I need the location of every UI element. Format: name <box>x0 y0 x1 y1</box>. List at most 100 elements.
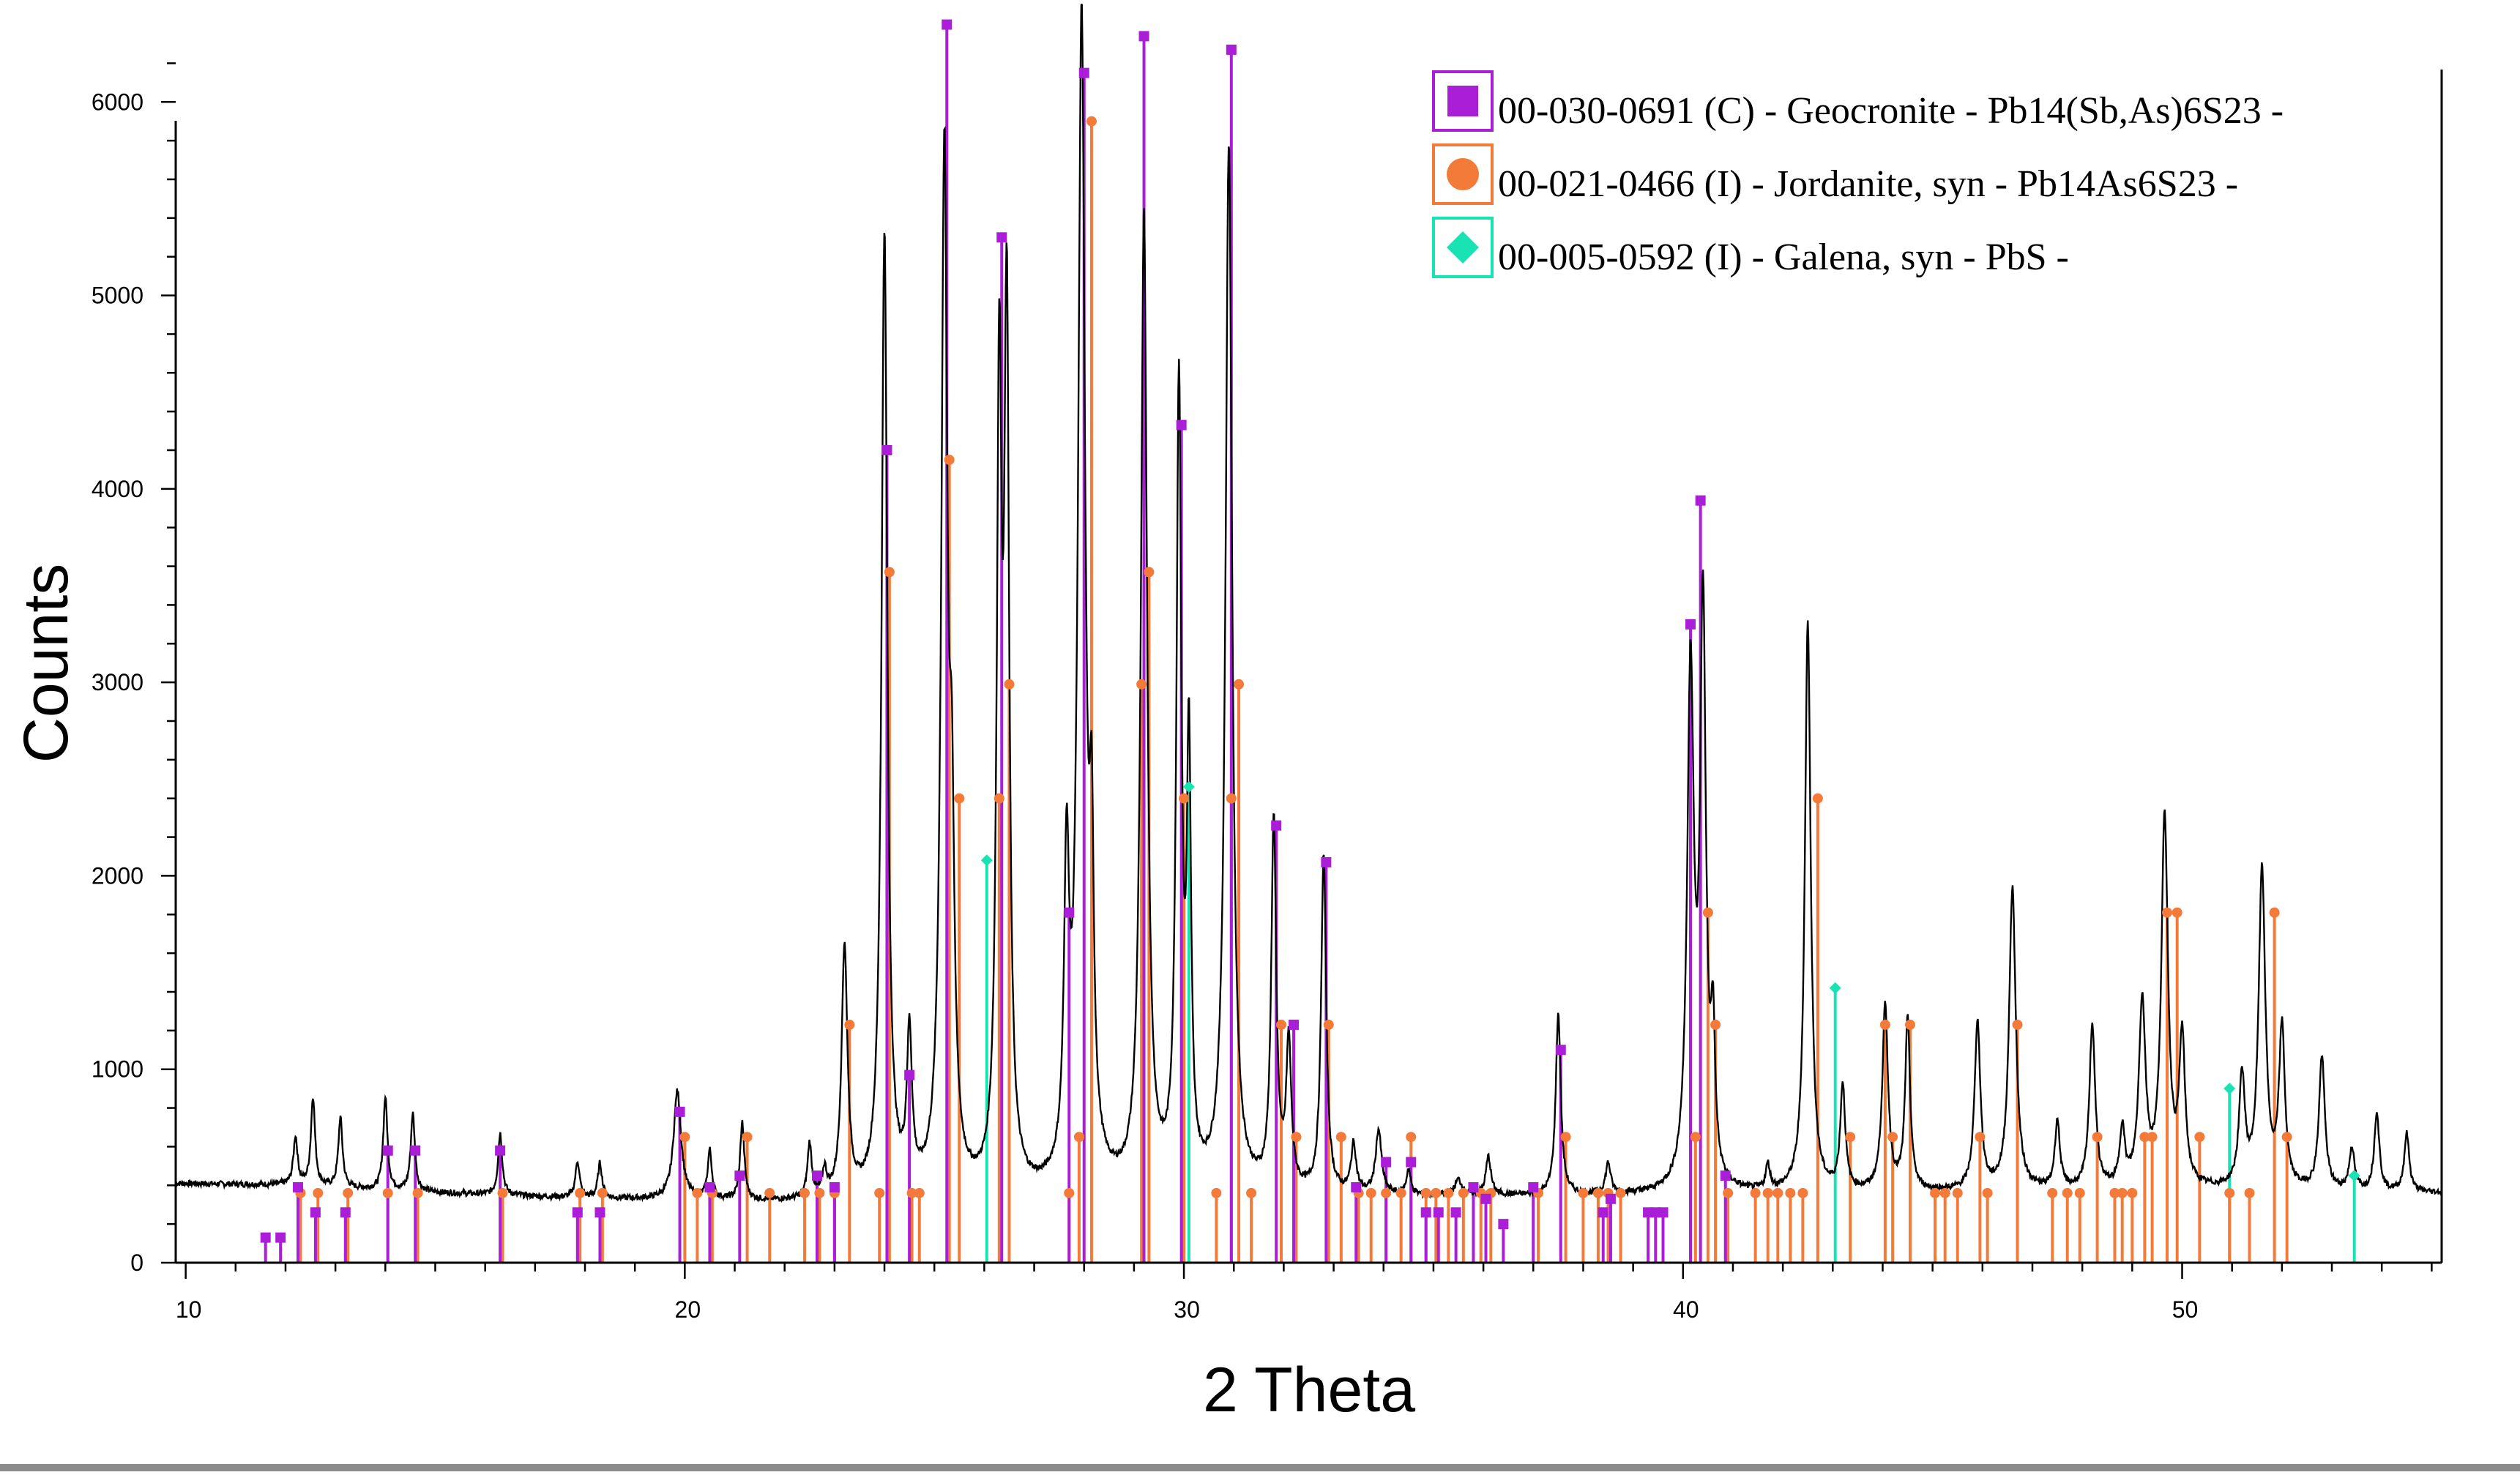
axes-layer: 0 1000 2000 3000 4000 5000 6000 10 20 30 40 50 <box>92 62 2443 1323</box>
measured-pattern-line <box>175 3 2442 1203</box>
galena-marker <box>1829 982 1841 994</box>
jordanite-marker <box>1560 1132 1571 1143</box>
geocronite-marker <box>1078 67 1089 78</box>
jordanite-marker <box>1797 1187 1808 1198</box>
jordanite-marker <box>1443 1187 1454 1198</box>
legend-entry-label: 00-030-0691 (C) - Geocronite - Pb14(Sb,A… <box>1498 90 2284 132</box>
jordanite-marker <box>884 567 895 578</box>
jordanite-marker <box>1879 1019 1890 1030</box>
geocronite-marker <box>572 1207 583 1218</box>
jordanite-marker <box>692 1187 703 1198</box>
y-tick-label: 4000 <box>92 476 143 502</box>
jordanite-marker <box>2172 907 2182 918</box>
jordanite-marker <box>799 1187 810 1198</box>
jordanite-marker <box>597 1187 608 1198</box>
jordanite-marker <box>2047 1187 2058 1198</box>
geocronite-marker <box>1605 1193 1616 1204</box>
geocronite-marker <box>1480 1193 1491 1204</box>
jordanite-marker <box>2074 1187 2085 1198</box>
jordanite-marker <box>382 1187 393 1198</box>
jordanite-marker <box>2092 1132 2103 1143</box>
legend-entry-label: 00-005-0592 (I) - Galena, syn - PbS - <box>1498 236 2069 278</box>
geocronite-marker <box>812 1170 823 1181</box>
geocronite-marker <box>1498 1219 1509 1230</box>
jordanite-marker <box>994 793 1004 804</box>
jordanite-marker <box>1136 679 1147 690</box>
y-axis-label: Counts <box>11 564 81 763</box>
legend-diamond-icon <box>1447 231 1479 264</box>
geocronite-marker <box>1528 1181 1539 1192</box>
jordanite-marker <box>1179 793 1190 804</box>
jordanite-marker <box>679 1132 690 1143</box>
legend-square-icon <box>1447 86 1478 116</box>
jordanite-marker <box>944 455 955 466</box>
reference-markers-layer <box>260 19 2360 1243</box>
jordanite-marker <box>1458 1187 1469 1198</box>
jordanite-marker <box>343 1187 354 1198</box>
jordanite-marker <box>1887 1132 1898 1143</box>
geocronite-marker <box>1658 1207 1669 1218</box>
geocronite-marker <box>340 1207 351 1218</box>
jordanite-marker <box>1064 1187 1075 1198</box>
geocronite-marker <box>1321 856 1332 867</box>
jordanite-marker <box>1930 1187 1941 1198</box>
jordanite-marker <box>1982 1187 1993 1198</box>
legend-entry-label: 00-021-0466 (I) - Jordanite, syn - Pb14A… <box>1498 163 2238 205</box>
geocronite-marker <box>1351 1181 1362 1192</box>
y-tick-label: 5000 <box>92 283 143 309</box>
geocronite-marker <box>1406 1157 1417 1168</box>
jordanite-marker <box>1291 1132 1302 1143</box>
geocronite-marker <box>734 1170 745 1181</box>
jordanite-marker <box>313 1187 324 1198</box>
jordanite-marker <box>742 1132 753 1143</box>
geocronite-marker <box>996 232 1007 243</box>
jordanite-marker <box>1420 1187 1431 1198</box>
jordanite-marker <box>1226 793 1237 804</box>
jordanite-marker <box>1690 1132 1701 1143</box>
y-tick-label: 1000 <box>92 1056 143 1083</box>
jordanite-marker <box>1234 679 1245 690</box>
galena-marker <box>980 854 993 867</box>
jordanite-marker <box>1939 1187 1950 1198</box>
geocronite-marker <box>1433 1207 1444 1218</box>
jordanite-marker <box>844 1019 855 1030</box>
geocronite-marker <box>1289 1019 1300 1030</box>
jordanite-marker <box>575 1187 586 1198</box>
jordanite-marker <box>1211 1187 1222 1198</box>
jordanite-marker <box>2139 1132 2150 1143</box>
geocronite-marker <box>674 1106 685 1117</box>
jordanite-marker <box>1365 1187 1376 1198</box>
jordanite-marker <box>1615 1187 1626 1198</box>
jordanite-marker <box>954 793 965 804</box>
x-tick-label: 10 <box>176 1296 202 1323</box>
galena-marker <box>1182 780 1195 793</box>
x-tick-label: 30 <box>1174 1296 1200 1323</box>
geocronite-marker <box>881 445 892 455</box>
jordanite-marker <box>1323 1019 1334 1030</box>
legend-circle-icon <box>1447 158 1479 190</box>
jordanite-marker <box>497 1187 508 1198</box>
jordanite-marker <box>1578 1187 1589 1198</box>
jordanite-marker <box>1335 1132 1346 1143</box>
geocronite-marker <box>410 1145 421 1156</box>
geocronite-marker <box>829 1181 840 1192</box>
jordanite-marker <box>914 1187 925 1198</box>
jordanite-marker <box>1845 1132 1856 1143</box>
x-tick-label: 50 <box>2172 1296 2199 1323</box>
jordanite-marker <box>874 1187 885 1198</box>
galena-marker <box>2348 1170 2360 1182</box>
jordanite-marker <box>906 1187 917 1198</box>
jordanite-marker <box>1073 1132 1084 1143</box>
geocronite-marker <box>1226 44 1237 55</box>
geocronite-marker <box>1176 419 1187 430</box>
geocronite-marker <box>1064 907 1075 918</box>
y-tick-label: 2000 <box>92 862 143 889</box>
galena-marker <box>2223 1083 2236 1095</box>
geocronite-marker <box>1555 1045 1566 1056</box>
legend: 00-030-0691 (C) - Geocronite - Pb14(Sb,A… <box>1432 70 2284 278</box>
geocronite-marker <box>942 19 953 30</box>
jordanite-marker <box>2012 1019 2023 1030</box>
geocronite-marker <box>293 1181 304 1192</box>
geocronite-marker <box>495 1145 506 1156</box>
